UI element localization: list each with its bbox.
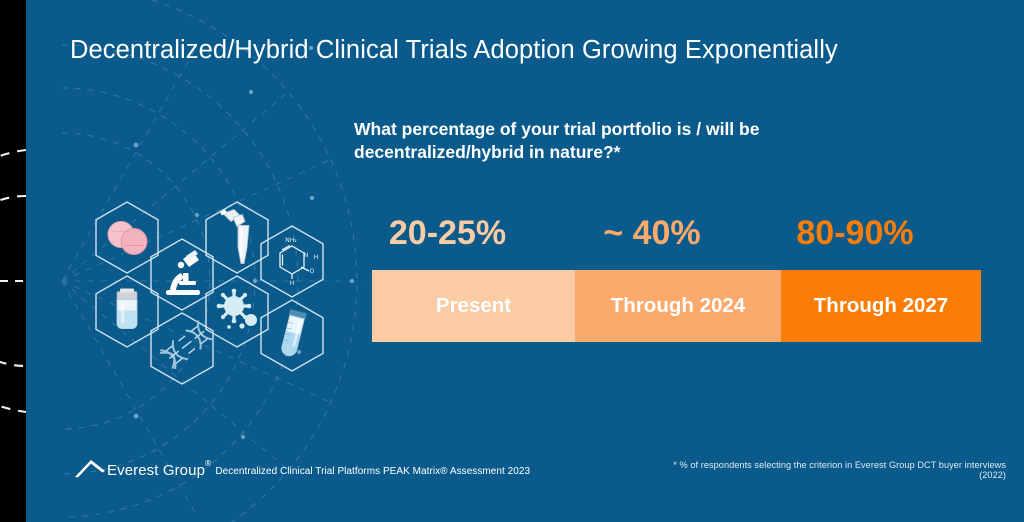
hex-molecule: NH₂ N H O H <box>260 225 324 298</box>
footer-left: Everest Group® Decentralized Clinical Tr… <box>74 456 531 479</box>
svg-text:N: N <box>304 252 309 259</box>
slide-panel: NH₂ N H O H <box>26 0 1024 522</box>
svg-text:NH₂: NH₂ <box>285 237 297 244</box>
survey-question: What percentage of your trial portfolio … <box>354 119 760 162</box>
timeline-stacked-bar: Present Through 2024 Through 2027 <box>372 270 981 342</box>
clinical-research-hexagon-cluster: NH₂ N H O H <box>88 196 368 396</box>
report-name: Decentralized Clinical Trial Platforms P… <box>215 466 531 477</box>
bar-segment-through-2027[interactable]: Through 2027 <box>781 270 981 342</box>
svg-text:H: H <box>314 254 319 261</box>
svg-text:O: O <box>310 268 315 275</box>
everest-group-wordmark: Everest Group® <box>107 458 212 479</box>
hex-vial <box>95 275 159 348</box>
logo-name: Everest Group <box>107 462 206 479</box>
hex-pills <box>95 201 159 274</box>
hex-test-tube <box>260 299 324 372</box>
percentage-label-through-2027: 80-90% <box>796 214 914 252</box>
registered-mark: ® <box>205 458 212 468</box>
percentage-label-through-2024: ~ 40% <box>603 214 701 252</box>
source-note: * % of respondents selecting the criteri… <box>673 460 1006 480</box>
hex-dna <box>150 312 214 385</box>
bar-segment-present[interactable]: Present <box>372 270 575 342</box>
bar-segment-through-2024[interactable]: Through 2024 <box>575 270 781 342</box>
percentage-label-present: 20-25% <box>388 214 507 252</box>
hex-pipette <box>205 201 269 274</box>
slide-title: Decentralized/Hybrid Clinical Trials Ado… <box>70 36 838 64</box>
everest-group-logo-icon <box>75 460 105 478</box>
svg-text:H: H <box>290 280 295 287</box>
hex-virus <box>205 275 269 348</box>
percentage-label-row: 20-25% ~ 40% 80-90% <box>346 210 955 256</box>
hex-microscope <box>150 238 214 311</box>
